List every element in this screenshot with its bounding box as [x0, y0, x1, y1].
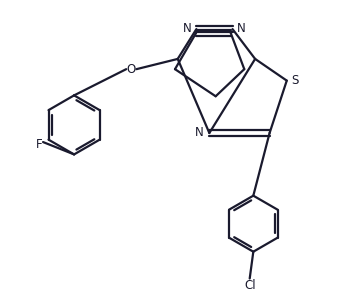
Text: N: N — [183, 22, 192, 35]
Text: N: N — [237, 22, 246, 35]
Text: S: S — [292, 74, 299, 87]
Text: O: O — [127, 63, 136, 76]
Text: Cl: Cl — [244, 279, 256, 292]
Text: N: N — [195, 126, 204, 139]
Text: F: F — [36, 138, 42, 151]
